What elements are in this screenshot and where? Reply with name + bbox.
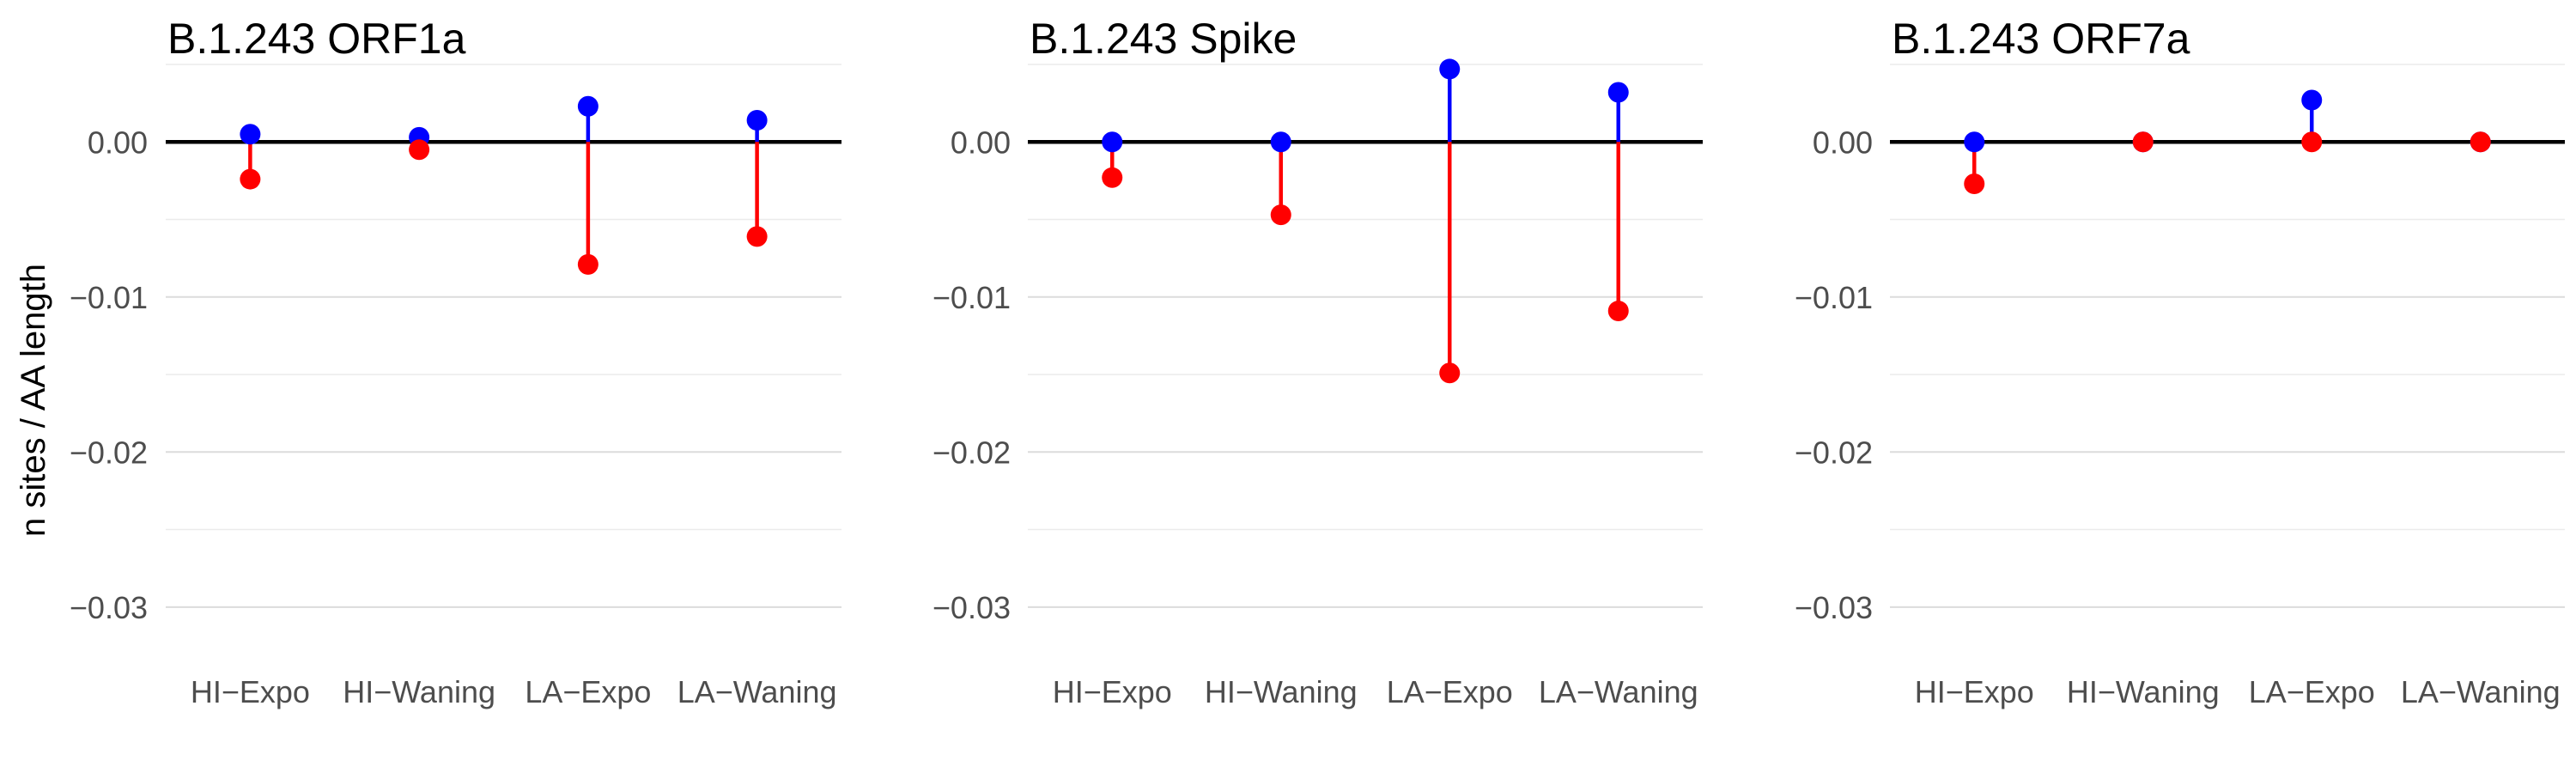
data-point bbox=[1102, 131, 1123, 153]
x-tick-label: HI−Expo bbox=[1053, 674, 1172, 709]
x-tick-label: LA−Expo bbox=[525, 674, 651, 709]
y-tick-label: −0.03 bbox=[933, 590, 1011, 625]
data-point bbox=[746, 109, 768, 131]
x-tick-label: LA−Waning bbox=[2401, 674, 2561, 709]
data-point bbox=[1439, 362, 1461, 384]
x-tick-label: LA−Waning bbox=[677, 674, 837, 709]
data-point bbox=[577, 95, 598, 117]
data-point bbox=[1270, 131, 1291, 153]
x-tick-label: HI−Expo bbox=[1915, 674, 2034, 709]
y-tick-label: 0.00 bbox=[951, 125, 1011, 160]
data-point bbox=[409, 139, 430, 161]
y-tick-label: −0.03 bbox=[1795, 590, 1873, 625]
panel-title: B.1.243 ORF7a bbox=[1892, 15, 2190, 63]
y-tick-label: −0.02 bbox=[1795, 435, 1873, 470]
x-tick-label: HI−Waning bbox=[1205, 674, 1358, 709]
x-tick-label: LA−Waning bbox=[1539, 674, 1698, 709]
data-point bbox=[746, 226, 768, 247]
y-axis-label: n sites / AA length bbox=[15, 264, 52, 537]
y-tick-label: −0.03 bbox=[70, 590, 148, 625]
data-point bbox=[1607, 82, 1629, 103]
panel-3: 0.00 −0.01 −0.02 −0.03 HI−Expo HI−Waning LA−Ex… bbox=[1795, 15, 2565, 709]
y-tick-label: −0.01 bbox=[933, 280, 1011, 315]
y-tick-label: −0.02 bbox=[70, 435, 148, 470]
x-tick-label: HI−Waning bbox=[343, 674, 495, 709]
panel-2: 0.00 −0.01 −0.02 −0.03 HI−Expo HI−Waning LA−Ex… bbox=[933, 15, 1703, 709]
data-point bbox=[1607, 301, 1629, 322]
panel-title: B.1.243 Spike bbox=[1030, 15, 1297, 63]
data-point bbox=[2470, 131, 2491, 153]
data-point bbox=[2132, 131, 2154, 153]
data-point bbox=[240, 168, 261, 190]
x-tick-label: LA−Expo bbox=[2249, 674, 2375, 709]
x-tick-label: LA−Expo bbox=[1387, 674, 1513, 709]
y-tick-label: −0.01 bbox=[1795, 280, 1873, 315]
x-tick-label: HI−Waning bbox=[2067, 674, 2220, 709]
data-point bbox=[1964, 173, 1985, 194]
y-tick-label: −0.02 bbox=[933, 435, 1011, 470]
data-point bbox=[1964, 131, 1985, 153]
data-point bbox=[2301, 89, 2323, 111]
y-tick-label: 0.00 bbox=[88, 125, 148, 160]
data-point bbox=[1102, 167, 1123, 188]
y-tick-label: −0.01 bbox=[70, 280, 148, 315]
data-point bbox=[240, 124, 261, 145]
data-point bbox=[2301, 131, 2323, 153]
x-tick-label: HI−Expo bbox=[191, 674, 310, 709]
data-point bbox=[1270, 204, 1291, 226]
panel-1: 0.00 −0.01 −0.02 −0.03 HI−Expo HI−Waning LA−Ex… bbox=[70, 15, 841, 709]
y-tick-label: 0.00 bbox=[1813, 125, 1873, 160]
data-point bbox=[577, 253, 598, 275]
panel-title: B.1.243 ORF1a bbox=[167, 15, 466, 63]
data-point bbox=[1439, 58, 1461, 80]
